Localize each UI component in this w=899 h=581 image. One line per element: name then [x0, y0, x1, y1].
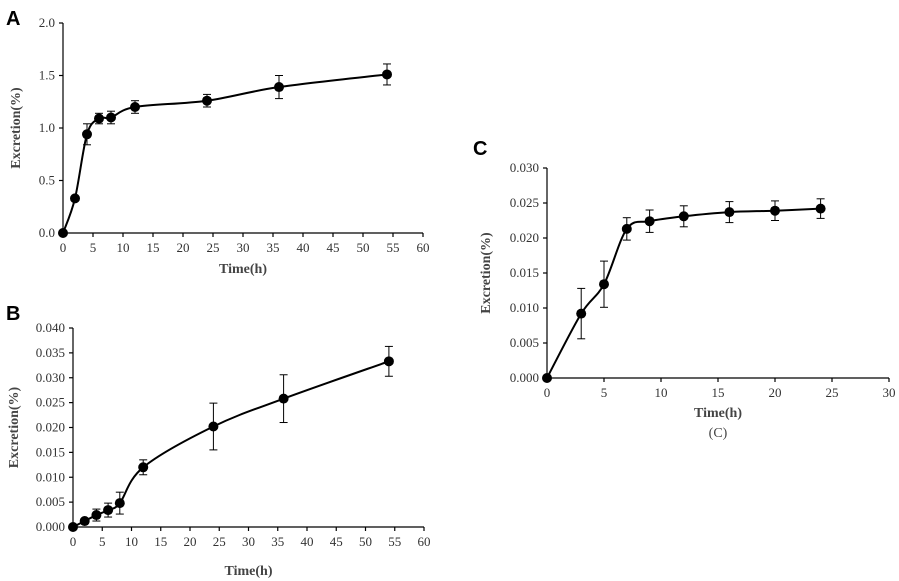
x-tick-label: 20: [177, 240, 190, 255]
y-tick-label: 2.0: [39, 15, 55, 30]
x-axis-title: Time(h): [219, 262, 267, 277]
data-point: [621, 223, 632, 234]
x-tick-label: 10: [655, 385, 668, 400]
data-point: [274, 82, 284, 93]
panel-c: C 0 5 10 15 20 25 30 0.000 0.005 0.010 0.015 0.020 0.…: [473, 138, 896, 441]
data-point: [770, 205, 780, 216]
data-point: [383, 356, 394, 367]
x-tick-label: 35: [267, 240, 280, 255]
x-tick-label: 0: [544, 385, 551, 400]
y-tick-label: 1.5: [39, 68, 55, 83]
y-tick-label: 0.020: [36, 420, 65, 435]
data-point: [68, 522, 78, 532]
x-tick-label: 5: [99, 534, 106, 549]
x-tick-label: 30: [237, 240, 250, 255]
x-tick-label: 50: [359, 534, 372, 549]
x-tick-label: 35: [271, 534, 284, 549]
x-tick-label: 55: [387, 240, 400, 255]
data-point: [58, 228, 68, 238]
data-point: [644, 216, 655, 227]
x-tick-label: 5: [601, 385, 608, 400]
y-tick-label: 0.5: [39, 173, 55, 188]
y-tick-label: 0.025: [36, 395, 65, 410]
x-axis-title: Time(h): [225, 564, 273, 579]
y-tick-label: 0.010: [36, 469, 65, 484]
y-tick-label: 0.030: [510, 160, 539, 175]
x-tick-label: 5: [90, 240, 97, 255]
x-tick-label: 25: [207, 240, 220, 255]
x-tick-label: 55: [388, 534, 401, 549]
data-point: [106, 112, 116, 123]
x-tick-label: 30: [883, 385, 896, 400]
y-tick-label: 1.0: [39, 120, 55, 135]
y-tick-label: 0.040: [36, 320, 65, 335]
panel-caption: (C): [709, 426, 728, 441]
data-point: [79, 516, 90, 527]
data-point: [138, 462, 149, 473]
data-point: [678, 211, 689, 222]
x-tick-label: 30: [242, 534, 255, 549]
y-tick-label: 0.035: [36, 345, 65, 360]
data-point: [815, 203, 826, 214]
data-point: [94, 113, 104, 124]
x-tick-label: 10: [125, 534, 138, 549]
panel-b: B 0 5 10 15 20 25 30 35 40 45 50 55 60 0.000 0.005 0.010…: [6, 303, 431, 579]
y-axis-title: Excretion(%): [9, 87, 24, 169]
panel-letter: C: [473, 138, 487, 160]
y-tick-label: 0.030: [36, 370, 65, 385]
x-tick-label: 0: [60, 240, 67, 255]
x-tick-label: 45: [330, 534, 343, 549]
data-point: [724, 207, 735, 218]
data-point: [278, 393, 289, 404]
panel-letter: A: [6, 8, 20, 30]
x-tick-label: 60: [417, 240, 430, 255]
y-tick-label: 0.005: [36, 494, 65, 509]
data-point: [599, 279, 609, 290]
y-axis-title: Excretion(%): [7, 386, 22, 468]
data-point: [70, 193, 80, 204]
series-line: [62, 73, 388, 234]
data-point: [208, 421, 219, 432]
x-tick-label: 20: [769, 385, 782, 400]
y-axis-title: Excretion(%): [479, 232, 494, 314]
x-tick-label: 45: [327, 240, 340, 255]
x-axis-title: Time(h): [694, 406, 742, 421]
data-point: [130, 102, 140, 112]
y-tick-label: 0.000: [36, 519, 65, 534]
x-tick-label: 40: [297, 240, 310, 255]
x-tick-label: 15: [154, 534, 167, 549]
y-tick-label: 0.015: [36, 444, 65, 459]
x-tick-label: 50: [357, 240, 370, 255]
x-tick-label: 15: [712, 385, 725, 400]
y-tick-label: 0.005: [510, 335, 539, 350]
panel-a: A 0 5 10 15 20 25 30 35 40 45 50 55 60 0.0 0.5 1.0 1.5 2.0…: [6, 8, 430, 277]
panel-letter: B: [6, 303, 20, 325]
y-tick-label: 0.015: [510, 265, 539, 280]
x-tick-label: 15: [147, 240, 160, 255]
x-tick-label: 60: [418, 534, 431, 549]
data-point: [103, 505, 114, 516]
y-tick-label: 0.000: [510, 370, 539, 385]
data-point: [91, 510, 102, 521]
data-point: [114, 498, 125, 509]
data-point: [542, 373, 552, 383]
x-tick-label: 0: [70, 534, 77, 549]
x-tick-label: 10: [117, 240, 130, 255]
y-tick-label: 0.0: [39, 225, 55, 240]
x-tick-label: 40: [301, 534, 314, 549]
data-point: [202, 95, 212, 106]
y-tick-label: 0.020: [510, 230, 539, 245]
y-tick-label: 0.025: [510, 195, 539, 210]
x-tick-label: 25: [213, 534, 226, 549]
data-point: [382, 69, 392, 80]
x-tick-label: 20: [184, 534, 197, 549]
series-line: [546, 207, 821, 379]
data-point: [576, 308, 587, 319]
x-tick-label: 25: [826, 385, 839, 400]
y-tick-label: 0.010: [510, 300, 539, 315]
data-point: [82, 129, 92, 140]
